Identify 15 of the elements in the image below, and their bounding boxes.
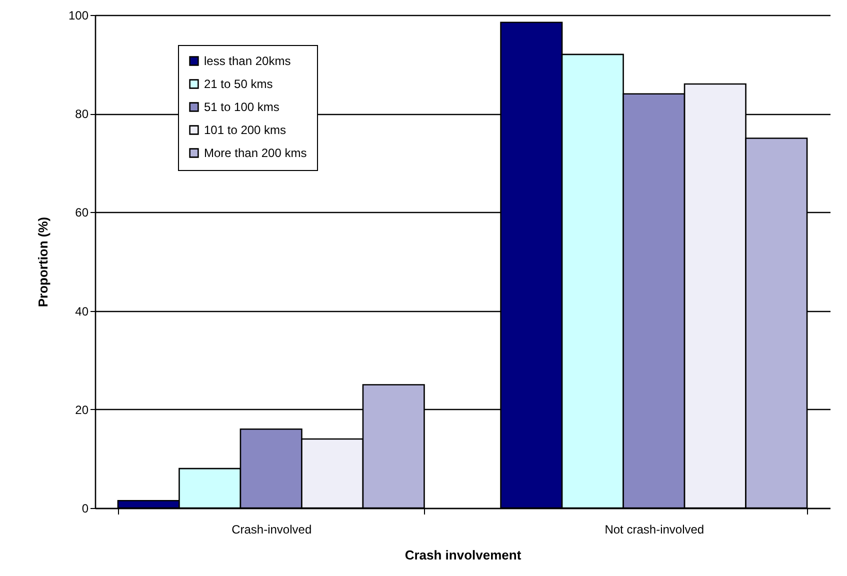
x-tick-label: Not crash-involved bbox=[604, 522, 704, 536]
legend-label: More than 200 kms bbox=[204, 146, 307, 160]
legend-label: 101 to 200 kms bbox=[204, 123, 286, 137]
y-tick-label: 80 bbox=[75, 107, 89, 122]
x-axis-title: Crash involvement bbox=[404, 548, 522, 562]
y-tick-label: 20 bbox=[75, 402, 89, 417]
legend-label: 21 to 50 kms bbox=[204, 77, 273, 91]
y-tick-label: 100 bbox=[68, 8, 89, 22]
y-tick-label: 0 bbox=[82, 502, 89, 516]
y-tick-label: 40 bbox=[75, 304, 89, 318]
legend-label: less than 20kms bbox=[204, 54, 291, 68]
y-axis-title: Proportion (%) bbox=[35, 216, 50, 308]
legend-label: 51 to 100 kms bbox=[204, 100, 280, 114]
y-tick-label: 60 bbox=[75, 206, 89, 220]
x-tick-label: Crash-involved bbox=[232, 522, 312, 536]
